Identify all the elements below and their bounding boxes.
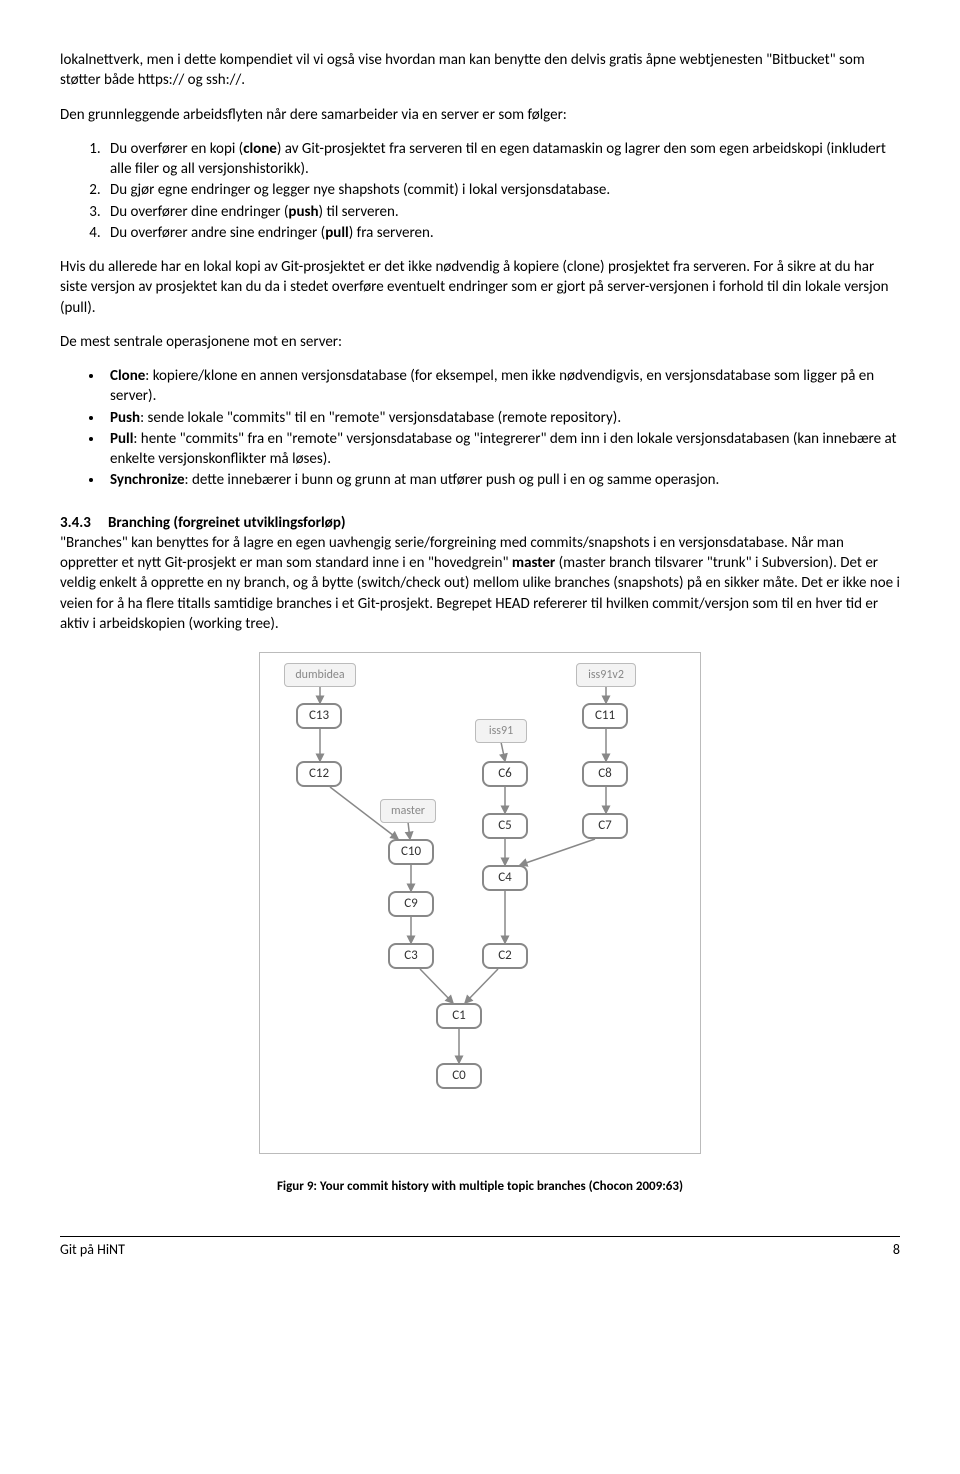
commit-node: C8 bbox=[582, 761, 628, 787]
text: : sende lokale "commits" til en "remote"… bbox=[140, 409, 621, 427]
text-bold: push bbox=[288, 203, 318, 221]
text: Du overfører en kopi ( bbox=[110, 140, 243, 158]
list-item: Push: sende lokale "commits" til en "rem… bbox=[104, 408, 900, 428]
paragraph: Den grunnleggende arbeidsflyten når dere… bbox=[60, 105, 900, 125]
footer-page-number: 8 bbox=[893, 1241, 900, 1260]
text-bold: pull bbox=[325, 224, 348, 242]
commit-node: C3 bbox=[388, 943, 434, 969]
section-heading: 3.4.3Branching (forgreinet utviklingsfor… bbox=[60, 513, 900, 533]
commit-node: C0 bbox=[436, 1063, 482, 1089]
commit-node: C13 bbox=[296, 703, 342, 729]
branch-node: master bbox=[380, 799, 436, 823]
text-bold: Push bbox=[110, 409, 140, 427]
paragraph: lokalnettverk, men i dette kompendiet vi… bbox=[60, 50, 900, 91]
figure: dumbidea iss91 master iss91v2 C13 C12 C11 C8 C7 C… bbox=[60, 652, 900, 1196]
branch-node: iss91 bbox=[475, 719, 527, 743]
page-footer: Git på HiNT 8 bbox=[60, 1236, 900, 1260]
text: : dette innebærer i bunn og grunn at man… bbox=[185, 471, 720, 489]
text-bold: Clone bbox=[110, 367, 145, 385]
branch-node: iss91v2 bbox=[576, 663, 636, 687]
paragraph: Hvis du allerede har en lokal kopi av Gi… bbox=[60, 257, 900, 318]
paragraph: De mest sentrale operasjonene mot en ser… bbox=[60, 332, 900, 352]
commit-node: C12 bbox=[296, 761, 342, 787]
footer-left: Git på HiNT bbox=[60, 1241, 125, 1260]
text-bold: Synchronize bbox=[110, 471, 185, 489]
commit-node: C4 bbox=[482, 865, 528, 891]
list-item: Du overfører andre sine endringer (pull)… bbox=[104, 223, 900, 243]
text: Du overfører andre sine endringer ( bbox=[110, 224, 325, 242]
text: : kopiere/klone en annen versjonsdatabas… bbox=[110, 367, 874, 405]
text-bold: Pull bbox=[110, 430, 133, 448]
commit-node: C11 bbox=[582, 703, 628, 729]
list-item: Du gjør egne endringer og legger nye sha… bbox=[104, 180, 900, 200]
workflow-ordered-list: Du overfører en kopi (clone) av Git-pros… bbox=[60, 139, 900, 243]
text: ) fra serveren. bbox=[349, 224, 434, 242]
list-item: Synchronize: dette innebærer i bunn og g… bbox=[104, 470, 900, 490]
figure-caption: Figur 9: Your commit history with multip… bbox=[60, 1178, 900, 1196]
commit-node: C1 bbox=[436, 1003, 482, 1029]
commit-node: C6 bbox=[482, 761, 528, 787]
text-bold: master bbox=[512, 554, 555, 572]
commit-node: C7 bbox=[582, 813, 628, 839]
text: : hente "commits" fra en "remote" versjo… bbox=[110, 430, 897, 468]
operations-list: Clone: kopiere/klone en annen versjonsda… bbox=[60, 366, 900, 491]
commit-node: C5 bbox=[482, 813, 528, 839]
branch-node: dumbidea bbox=[284, 663, 356, 687]
commit-node: C9 bbox=[388, 891, 434, 917]
list-item: Pull: hente "commits" fra en "remote" ve… bbox=[104, 429, 900, 470]
list-item: Clone: kopiere/klone en annen versjonsda… bbox=[104, 366, 900, 407]
commit-node: C2 bbox=[482, 943, 528, 969]
list-item: Du overfører en kopi (clone) av Git-pros… bbox=[104, 139, 900, 180]
text: ) til serveren. bbox=[319, 203, 399, 221]
branch-diagram: dumbidea iss91 master iss91v2 C13 C12 C11 C8 C7 C… bbox=[259, 652, 701, 1154]
heading-title: Branching (forgreinet utviklingsforløp) bbox=[108, 514, 346, 532]
text: Du overfører dine endringer ( bbox=[110, 203, 288, 221]
paragraph: "Branches" kan benyttes for å lagre en e… bbox=[60, 533, 900, 634]
list-item: Du overfører dine endringer (push) til s… bbox=[104, 202, 900, 222]
commit-node: C10 bbox=[388, 839, 434, 865]
heading-number: 3.4.3 bbox=[60, 513, 108, 533]
text-bold: clone bbox=[243, 140, 277, 158]
